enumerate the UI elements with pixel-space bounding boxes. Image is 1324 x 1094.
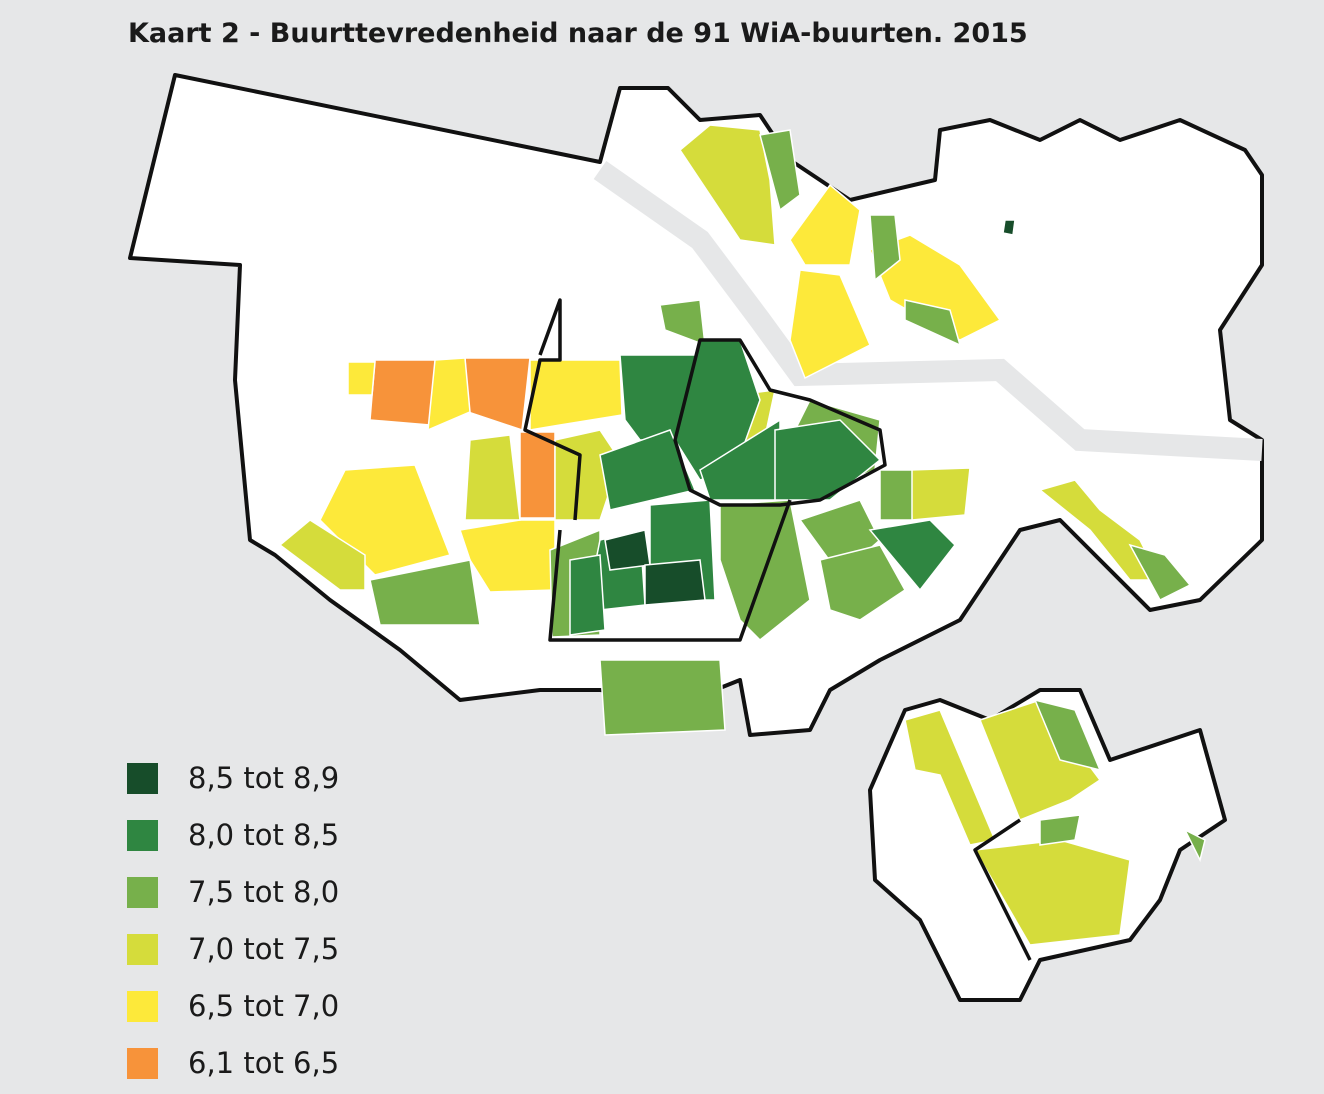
neighborhood (569, 554, 606, 636)
legend-label: 7,5 tot 8,0 (188, 875, 339, 909)
legend: 8,5 tot 8,9 8,0 tot 8,5 7,5 tot 8,0 7,0 tot… (127, 761, 339, 1080)
neighborhood (1002, 219, 1016, 236)
district-border (523, 298, 582, 521)
legend-label: 8,0 tot 8,5 (188, 818, 339, 852)
legend-label: 6,5 tot 7,0 (188, 989, 339, 1023)
legend-label: 8,5 tot 8,9 (188, 761, 339, 795)
neighborhood (868, 519, 956, 592)
neighborhood (599, 429, 697, 511)
neighborhood (869, 234, 1002, 341)
neighborhood (904, 299, 962, 347)
neighborhood (369, 359, 439, 426)
district-border (548, 499, 792, 642)
neighborhood (519, 431, 556, 519)
legend-label: 6,1 tot 6,5 (188, 1046, 339, 1080)
water (593, 160, 1263, 461)
legend-swatch (127, 991, 158, 1022)
neighborhood (869, 214, 901, 282)
legend-swatch (127, 934, 158, 965)
neighborhood (679, 124, 776, 246)
district-border (973, 818, 1032, 961)
neighborhoods (278, 124, 1206, 946)
neighborhood (789, 183, 861, 266)
neighborhood (427, 357, 471, 432)
neighborhood (347, 361, 376, 396)
district-border (673, 338, 887, 507)
neighborhood (1128, 543, 1192, 601)
neighborhood (879, 469, 913, 521)
neighborhood (464, 434, 521, 521)
neighborhood (1033, 698, 1102, 772)
neighborhood (909, 467, 971, 521)
neighborhood (599, 659, 726, 736)
neighborhood (979, 699, 1102, 821)
neighborhood (644, 559, 706, 606)
legend-swatch (127, 763, 158, 794)
legend-label: 7,0 tot 7,5 (188, 932, 339, 966)
neighborhood (1039, 814, 1081, 846)
neighborhood (789, 269, 871, 380)
neighborhood (278, 519, 366, 591)
map (128, 73, 1264, 1002)
legend-swatch (127, 877, 158, 908)
neighborhood (1183, 828, 1206, 863)
neighborhood (529, 359, 623, 431)
neighborhood (904, 709, 997, 846)
title: Kaart 2 - Buurttevredenheid naar de 91 W… (128, 18, 1028, 49)
neighborhood (759, 129, 801, 212)
neighborhood (369, 559, 481, 626)
legend-swatch (127, 1048, 158, 1079)
neighborhood (819, 544, 906, 621)
legend-swatch (127, 820, 158, 851)
